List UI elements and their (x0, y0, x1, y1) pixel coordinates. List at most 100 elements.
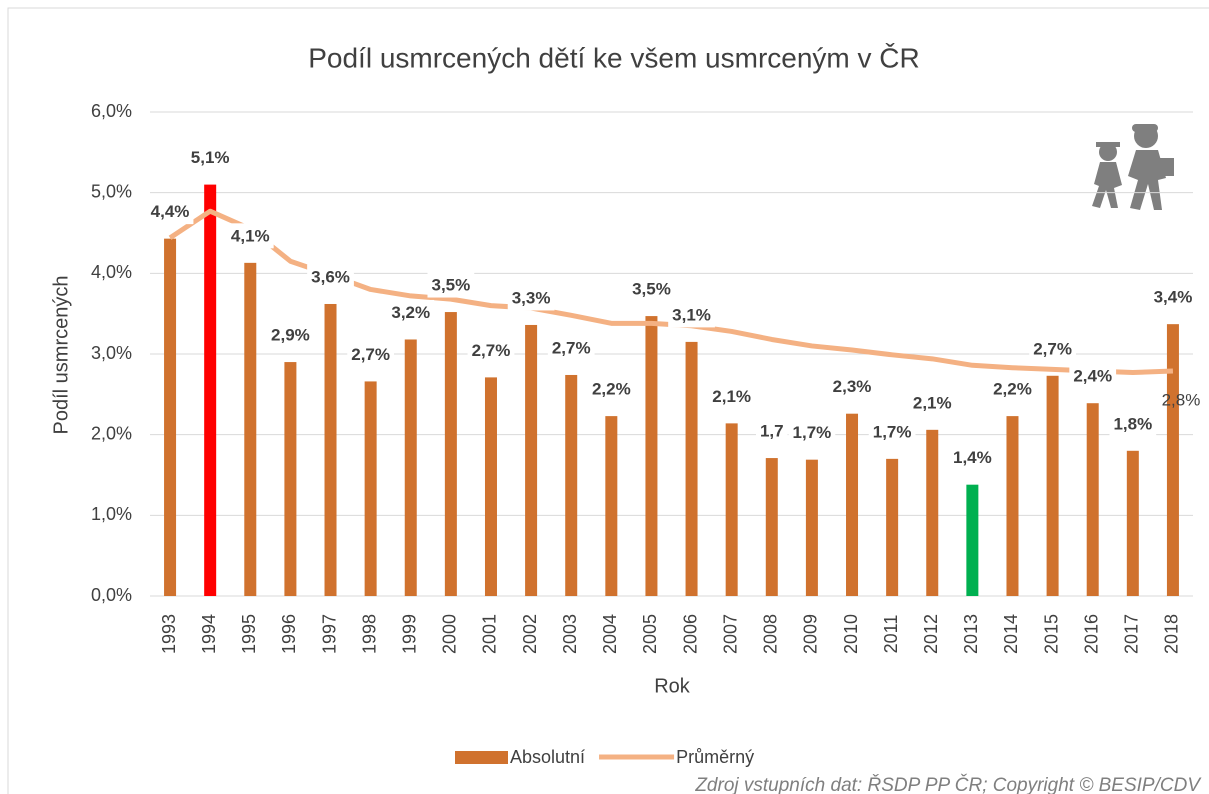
bar (484, 377, 497, 596)
data-label: 2,2% (592, 380, 631, 399)
data-label-group: 1,4% (948, 445, 996, 471)
data-label-group: 3,2% (387, 299, 435, 325)
x-tick-label: 2001 (480, 614, 500, 654)
data-label: 1,8% (1113, 414, 1152, 433)
data-label-group: 2,7% (547, 335, 595, 361)
x-tick-label: 2003 (560, 614, 580, 654)
data-label-bg (467, 337, 515, 363)
data-label-bg (307, 264, 354, 290)
data-label-group: 3,6% (307, 264, 354, 290)
data-label: 3,6% (311, 267, 350, 286)
data-label-bg (755, 418, 788, 444)
x-axis-title: Rok (654, 675, 691, 697)
data-label-bg (868, 419, 916, 445)
data-label-bg (587, 376, 635, 402)
data-label-group: 2,2% (989, 376, 1036, 402)
data-label-bg (668, 302, 715, 328)
bar (725, 423, 738, 596)
x-tick-label: 1996 (279, 614, 299, 654)
x-tick-label: 1994 (199, 614, 219, 654)
data-label: 1,7 (760, 422, 784, 441)
data-label: 2,7% (552, 338, 591, 357)
data-label: 3,1% (672, 305, 711, 324)
data-label-bg (146, 199, 194, 225)
data-label-bg (1109, 411, 1157, 437)
y-tick-label: 2,0% (91, 423, 132, 443)
x-tick-label: 2007 (720, 614, 740, 654)
data-label-group: 5,1% (186, 145, 234, 171)
x-tick-label: 1997 (319, 614, 339, 654)
data-label: 3,4% (1154, 288, 1193, 307)
data-label-bg (1029, 336, 1076, 362)
data-label-group: 3,3% (507, 285, 555, 311)
legend-swatch (455, 751, 508, 764)
legend-label: Průměrný (676, 747, 754, 767)
legend-label: Absolutní (510, 747, 585, 767)
data-label: 3,5% (431, 276, 470, 295)
data-label-group: 2,9% (267, 322, 314, 348)
x-tick-label: 2004 (600, 614, 620, 654)
x-tick-label: 1993 (159, 614, 179, 654)
data-label-bg (1069, 363, 1117, 389)
data-label-bg (948, 445, 996, 471)
data-label-bg (507, 285, 555, 311)
data-label-group: 1,7% (788, 420, 836, 446)
data-label-group: 1,7% (868, 419, 916, 445)
x-tick-label: 2006 (680, 614, 700, 654)
data-label-group: 4,4% (146, 199, 194, 225)
x-tick-label: 2000 (440, 614, 460, 654)
x-tick-label: 1995 (239, 614, 259, 654)
data-label: 2,8% (1162, 390, 1201, 409)
x-tick-label: 2018 (1162, 614, 1182, 654)
bar (645, 316, 658, 596)
data-label: 2,2% (993, 380, 1032, 399)
bar (1086, 403, 1099, 596)
bar (565, 374, 578, 596)
data-label: 2,7% (1033, 339, 1072, 358)
data-label-bg (387, 299, 435, 325)
data-label-bg (788, 420, 836, 446)
bar (1126, 450, 1139, 596)
y-tick-label: 5,0% (91, 181, 132, 201)
y-tick-label: 4,0% (91, 262, 132, 282)
x-tick-label: 2010 (841, 614, 861, 654)
data-label: 2,7% (472, 341, 511, 360)
data-label-group: 3,1% (668, 302, 715, 328)
data-label-group: 3,5% (628, 276, 675, 302)
data-label-group: 4,1% (226, 223, 274, 249)
data-label-group: 2,4% (1069, 363, 1117, 389)
x-tick-label: 2014 (1001, 614, 1021, 654)
bar (765, 458, 778, 596)
y-tick-label: 0,0% (91, 585, 132, 605)
x-tick-label: 2005 (640, 614, 660, 654)
y-tick-label: 6,0% (91, 101, 132, 121)
source-note: Zdroj vstupních dat: ŘSDP PP ČR; Copyrig… (694, 774, 1202, 794)
data-label-group: 2,1% (708, 383, 756, 409)
chart-title: Podíl usmrcených dětí ke všem usmrceným … (308, 42, 920, 73)
data-label-bg (989, 376, 1036, 402)
bar (926, 429, 939, 596)
data-label: 1,4% (953, 448, 992, 467)
bar (364, 381, 377, 596)
data-label-group: 1,7 (755, 418, 788, 444)
data-label: 2,1% (913, 393, 952, 412)
data-label: 5,1% (191, 148, 230, 167)
x-tick-label: 2012 (921, 614, 941, 654)
bar (605, 416, 618, 596)
data-label: 1,7% (793, 423, 832, 442)
data-label: 3,3% (512, 288, 551, 307)
bar (1006, 416, 1019, 596)
data-label: 3,5% (632, 280, 671, 299)
data-label-bg (267, 322, 314, 348)
x-tick-label: 2002 (520, 614, 540, 654)
data-label-bg (427, 272, 475, 298)
data-label: 4,4% (151, 202, 190, 221)
data-label-group: 2,2% (587, 376, 635, 402)
x-tick-label: 2011 (881, 615, 901, 654)
data-label-bg (908, 390, 956, 416)
bar (846, 413, 859, 596)
data-label-group: 2,7% (467, 337, 515, 363)
y-tick-label: 3,0% (91, 343, 132, 363)
x-tick-label: 2016 (1081, 614, 1101, 654)
